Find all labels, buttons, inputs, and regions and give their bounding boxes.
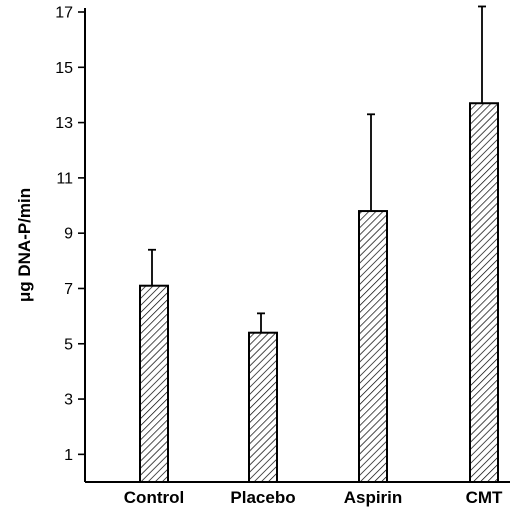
error-bars bbox=[148, 5, 486, 333]
bar-placebo bbox=[248, 331, 278, 483]
y-tick-label: 5 bbox=[64, 336, 73, 353]
y-tick-label: 1 bbox=[64, 447, 73, 464]
x-tick-labels: Control Placebo Aspirin CMT bbox=[124, 488, 503, 507]
y-tick-label: 9 bbox=[64, 226, 73, 243]
y-axis-title: μg DNA-P/min bbox=[15, 188, 34, 302]
y-tick-label: 11 bbox=[56, 170, 73, 187]
y-tick-label: 13 bbox=[55, 115, 73, 132]
x-tick-label-placebo: Placebo bbox=[230, 488, 295, 507]
y-tick-label: 3 bbox=[64, 392, 73, 409]
x-tick-label-cmt: CMT bbox=[466, 488, 503, 507]
y-tick-label: 15 bbox=[55, 60, 73, 77]
bars bbox=[139, 102, 499, 483]
y-tick-label: 7 bbox=[64, 281, 73, 298]
x-tick-label-control: Control bbox=[124, 488, 184, 507]
bar-control bbox=[139, 284, 169, 483]
bar-aspirin bbox=[358, 210, 388, 483]
bar-cmt bbox=[469, 102, 499, 483]
x-tick-label-aspirin: Aspirin bbox=[344, 488, 403, 507]
y-tick-label: 17 bbox=[55, 5, 73, 22]
